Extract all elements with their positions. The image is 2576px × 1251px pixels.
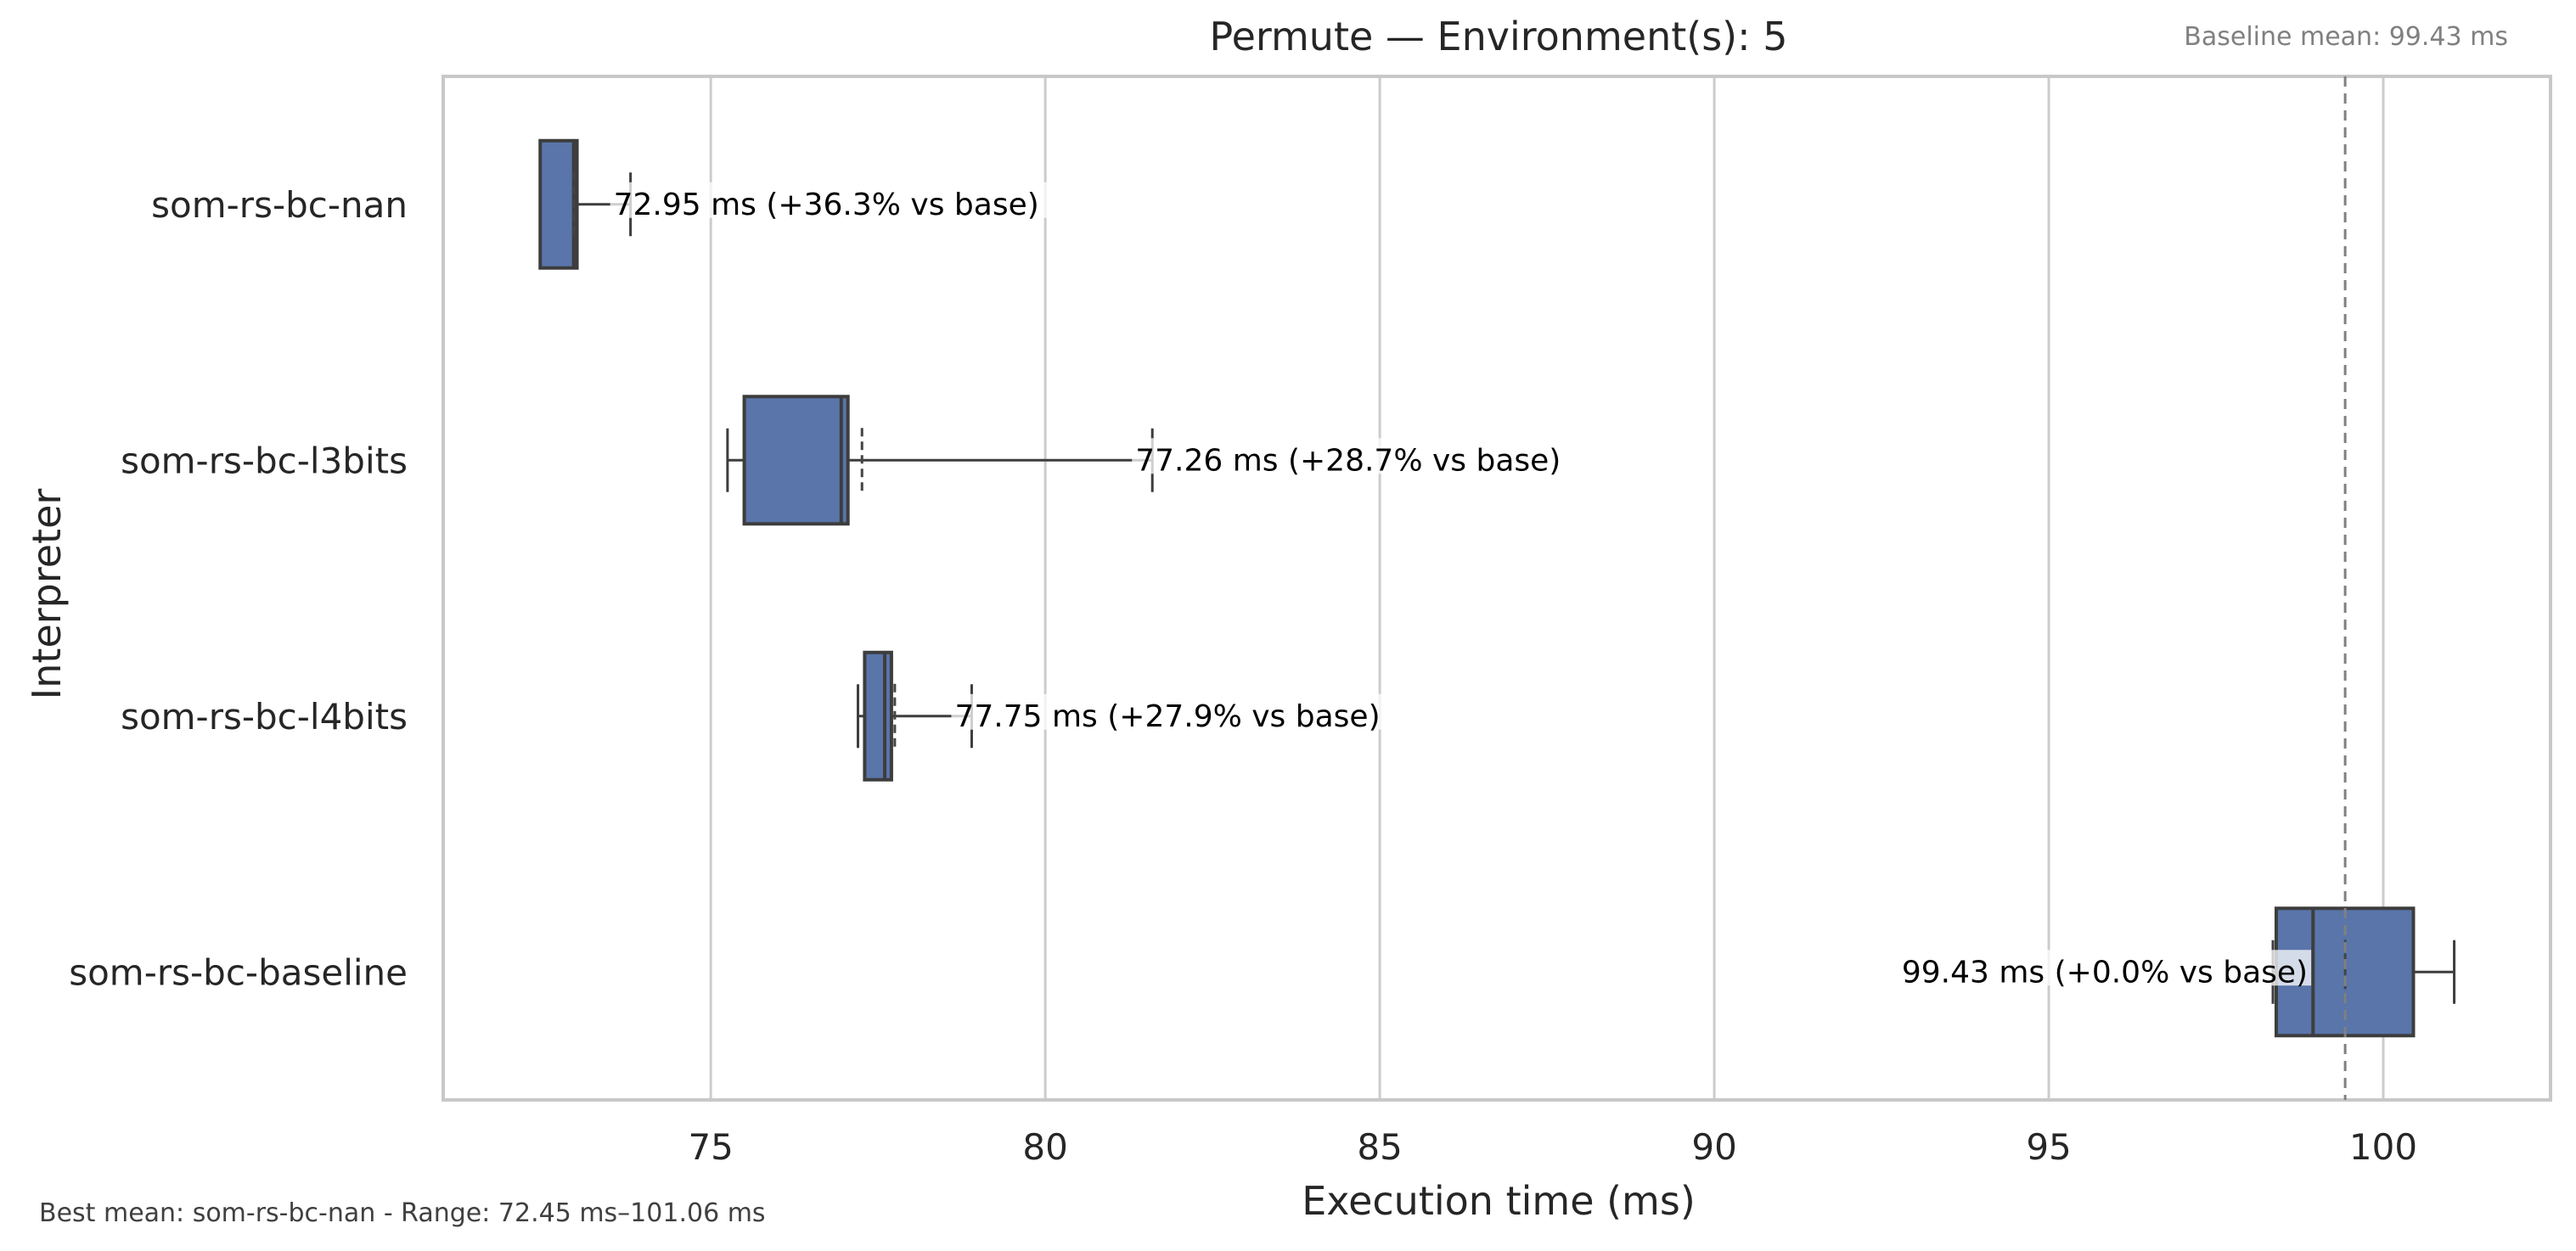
footer-note: Best mean: som-rs-bc-nan - Range: 72.45 … xyxy=(39,1198,766,1228)
box xyxy=(742,395,850,526)
y-tick-label: som-rs-bc-nan xyxy=(151,184,408,226)
annotation-bg xyxy=(610,182,1055,218)
annotation-bg xyxy=(951,693,1396,730)
mean-annotation: 77.75 ms (+27.9% vs base) xyxy=(954,699,1380,734)
x-tick-label: 85 xyxy=(1357,1126,1402,1168)
chart-title: Permute — Environment(s): 5 xyxy=(1209,14,1788,59)
x-tick-label: 80 xyxy=(1022,1126,1067,1168)
plot-frame xyxy=(442,75,2552,1102)
box xyxy=(538,138,579,270)
x-tick-label: 75 xyxy=(688,1126,733,1168)
mean-annotation: 77.26 ms (+28.7% vs base) xyxy=(1135,443,1561,478)
x-tick-label: 95 xyxy=(2026,1126,2071,1168)
box xyxy=(863,650,893,782)
mean-annotation: 99.43 ms (+0.0% vs base) xyxy=(1902,955,2308,990)
y-tick-label: som-rs-bc-baseline xyxy=(69,951,408,993)
x-tick-label: 100 xyxy=(2349,1126,2417,1168)
mean-annotation: 72.95 ms (+36.3% vs base) xyxy=(614,188,1039,222)
annotation-bg xyxy=(1884,950,2312,986)
x-axis-label: Execution time (ms) xyxy=(1302,1178,1696,1224)
x-tick-label: 90 xyxy=(1691,1126,1736,1168)
baseline-note: Baseline mean: 99.43 ms xyxy=(2184,22,2508,52)
y-tick-label: som-rs-bc-l3bits xyxy=(121,440,408,481)
y-axis-label: Interpreter xyxy=(24,488,70,700)
annotation-bg xyxy=(1132,438,1577,474)
y-tick-label: som-rs-bc-l4bits xyxy=(121,696,408,738)
